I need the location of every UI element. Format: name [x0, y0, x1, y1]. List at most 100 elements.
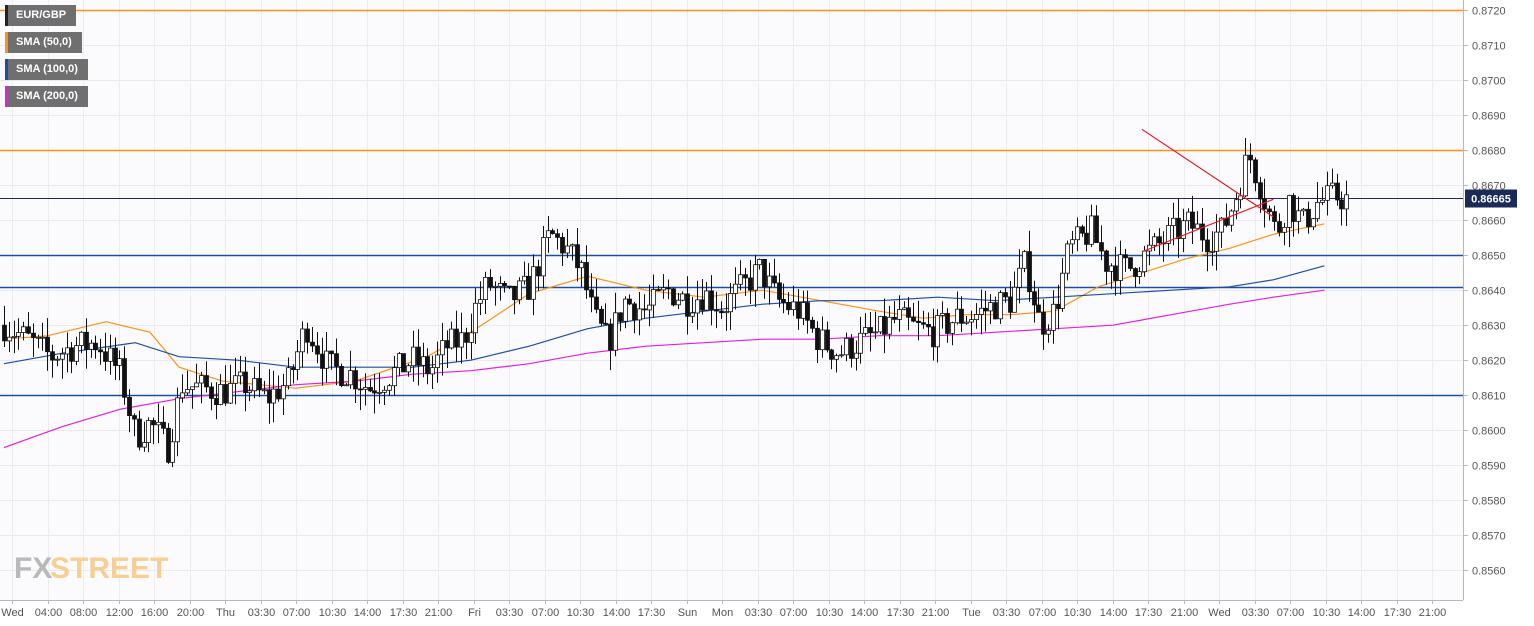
candle-body — [512, 285, 517, 301]
candle-body — [1089, 215, 1094, 245]
candle-body — [623, 298, 628, 322]
x-tick-label: Wed — [1, 607, 23, 619]
candle-body — [1214, 231, 1219, 252]
candle-body — [1118, 254, 1123, 281]
candle-body — [762, 258, 767, 288]
candle-body — [1012, 286, 1017, 313]
candle-body — [844, 337, 849, 356]
candle-body — [724, 311, 729, 314]
candle-body — [295, 351, 300, 370]
candle-body — [1080, 226, 1085, 234]
candle-body — [1301, 208, 1306, 212]
candle-body — [1065, 243, 1070, 274]
price-tag-box — [1465, 189, 1517, 208]
candle-body — [26, 326, 31, 334]
watermark-part2: STREET — [50, 552, 168, 585]
candle-body — [146, 420, 151, 444]
candle-body — [1282, 226, 1287, 233]
legend-label: SMA (50,0) — [16, 36, 72, 48]
candle-body — [565, 245, 570, 254]
candle-body — [488, 276, 493, 288]
x-tick-label: 12:00 — [106, 607, 134, 619]
candle-body — [93, 342, 98, 351]
candle-body — [599, 308, 604, 324]
candle-body — [74, 345, 79, 362]
candle-body — [801, 302, 806, 319]
candle-body — [704, 290, 709, 311]
candle-body — [2, 324, 7, 342]
candle-body — [1152, 236, 1157, 246]
candle-body — [387, 385, 392, 391]
candle-body — [1253, 159, 1258, 184]
candle-body — [786, 302, 791, 311]
candle-body — [397, 353, 402, 369]
candle-body — [651, 289, 656, 306]
legend-label: SMA (200,0) — [16, 90, 78, 102]
candle-body — [401, 353, 406, 373]
y-tick-label: 0.8570 — [1472, 531, 1506, 543]
candle-body — [276, 388, 281, 400]
x-tick-label: 17:30 — [638, 607, 666, 619]
candle-body — [478, 299, 483, 304]
legend-item[interactable]: SMA (200,0) — [5, 86, 88, 107]
candle-body — [353, 370, 358, 390]
x-tick-label: 03:30 — [745, 607, 773, 619]
x-tick-label: 21:00 — [425, 607, 453, 619]
candle-body — [974, 314, 979, 320]
x-axis-ticks: Wed 04:00 08:00 12:00 16:00 20:00 Thu 03:30 07:0… — [1, 600, 1446, 619]
legend-item[interactable]: SMA (50,0) — [5, 32, 82, 53]
candle-body — [546, 230, 551, 238]
candle-body — [902, 307, 907, 310]
candle-body — [142, 442, 147, 448]
candle-body — [469, 332, 474, 343]
candle-body — [945, 312, 950, 334]
candle-body — [570, 244, 575, 247]
candle-body — [767, 275, 772, 288]
candle-body — [117, 358, 122, 366]
candle-body — [1190, 211, 1195, 229]
candle-body — [1277, 221, 1282, 233]
candle-body — [921, 322, 926, 325]
candle-body — [55, 358, 60, 361]
candle-body — [190, 386, 195, 390]
candle-body — [969, 319, 974, 323]
candle-body — [291, 367, 296, 371]
candle-body — [911, 316, 916, 322]
candle-body — [1133, 268, 1138, 277]
legend-item[interactable]: EUR/GBP — [5, 5, 77, 26]
candle-body — [21, 326, 26, 333]
candle-body — [257, 378, 262, 391]
candle-body — [1036, 304, 1041, 313]
candle-body — [1296, 210, 1301, 222]
candle-body — [858, 332, 863, 354]
legend-item[interactable]: SMA (100,0) — [5, 59, 88, 80]
candle-body — [719, 310, 724, 314]
y-tick-label: 0.8710 — [1472, 41, 1506, 53]
candle-body — [1330, 182, 1335, 187]
candle-body — [363, 387, 368, 390]
candle-body — [1171, 217, 1176, 227]
candle-body — [1224, 217, 1229, 226]
y-tick-label: 0.8600 — [1472, 426, 1506, 438]
candle-body — [218, 384, 223, 406]
candle-body — [988, 302, 993, 312]
x-tick-label: 07:00 — [1029, 607, 1057, 619]
candle-body — [108, 347, 113, 362]
candle-body — [550, 230, 555, 234]
candle-body — [738, 274, 743, 285]
candle-body — [368, 387, 373, 392]
candle-body — [425, 356, 430, 375]
candle-body — [464, 332, 469, 343]
candle-body — [517, 280, 522, 301]
candle-body — [854, 352, 859, 359]
candle-body — [79, 331, 84, 346]
candle-body — [1137, 271, 1142, 277]
sma-line — [3, 265, 1325, 368]
candle-body — [339, 365, 344, 386]
candle-body — [1176, 217, 1181, 239]
candle-body — [1051, 303, 1056, 331]
candle-body — [1123, 254, 1128, 259]
x-tick-label: 07:00 — [283, 607, 311, 619]
candle-body — [498, 282, 503, 287]
